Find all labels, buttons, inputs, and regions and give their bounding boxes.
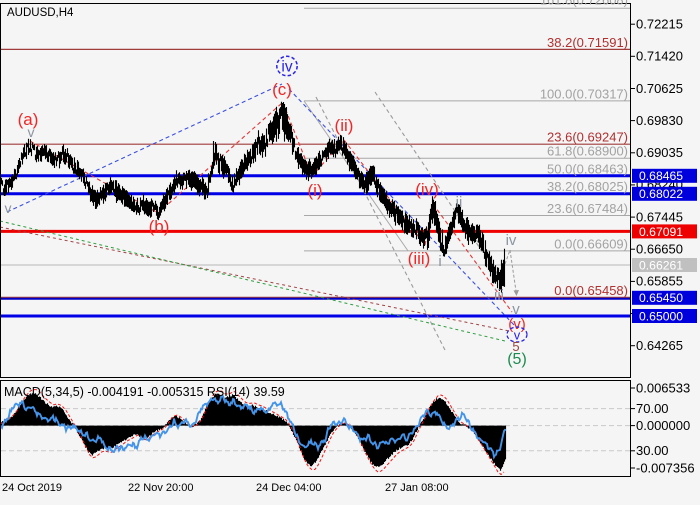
svg-text:(i): (i) [307,181,322,200]
svg-text:MACD(5,34,5) -0.004191 -0.0053: MACD(5,34,5) -0.004191 -0.005315 RSI(14)… [4,385,285,399]
svg-text:v: v [5,200,12,216]
svg-text:v: v [28,124,35,140]
svg-text:61.8(0.68900): 61.8(0.68900) [547,144,628,159]
svg-text:iv: iv [281,59,292,76]
svg-text:v: v [512,301,520,318]
svg-text:23.6(0.69247): 23.6(0.69247) [547,130,628,145]
svg-text:(v): (v) [508,316,526,333]
svg-text:27 Jan 08:00: 27 Jan 08:00 [385,482,449,494]
svg-text:70.00: 70.00 [636,401,669,416]
svg-text:50.0(0.68463): 50.0(0.68463) [547,161,628,176]
svg-text:0.006533: 0.006533 [636,380,690,395]
svg-text:(5): (5) [507,351,527,368]
svg-text:0.000000: 0.000000 [636,418,690,433]
svg-text:(iv): (iv) [415,180,439,199]
svg-text:0.67445: 0.67445 [636,209,683,224]
svg-text:24 Dec 04:00: 24 Dec 04:00 [256,482,321,494]
svg-text:0.70625: 0.70625 [636,81,683,96]
svg-text:0.67091: 0.67091 [639,225,683,239]
svg-text:0.65000: 0.65000 [639,309,683,323]
svg-text:22 Nov 20:00: 22 Nov 20:00 [128,482,193,494]
svg-text:(b): (b) [149,217,170,236]
svg-text:38.2(0.68025): 38.2(0.68025) [547,179,628,194]
svg-text:0.68465: 0.68465 [639,169,683,183]
svg-text:0.72215: 0.72215 [636,17,683,32]
svg-text:0.71420: 0.71420 [636,49,683,64]
svg-text:ii: ii [456,194,463,211]
svg-text:24 Oct 2019: 24 Oct 2019 [2,482,62,494]
svg-text:(iii): (iii) [408,249,431,268]
svg-text:5: 5 [512,339,519,354]
svg-text:0.0(0.66609): 0.0(0.66609) [554,236,628,251]
svg-text:AUDUSD,H4: AUDUSD,H4 [7,7,74,19]
svg-text:0.69830: 0.69830 [636,113,683,128]
svg-text:iv: iv [506,232,517,249]
svg-text:0.65450: 0.65450 [639,291,683,305]
svg-text:0.65855: 0.65855 [636,274,683,289]
svg-text:0.66261: 0.66261 [639,258,683,272]
svg-text:iii: iii [494,287,504,304]
svg-text:v: v [514,328,521,343]
svg-text:0.64265: 0.64265 [636,338,683,353]
svg-text:(a): (a) [18,110,39,129]
svg-text:0.68022: 0.68022 [639,187,683,201]
svg-text:(ii): (ii) [335,116,354,135]
svg-text:0.66650: 0.66650 [636,242,683,257]
svg-text:38.2(0.71591): 38.2(0.71591) [547,35,628,50]
svg-text:(c): (c) [272,80,292,99]
svg-text:0.69035: 0.69035 [636,145,683,160]
svg-text:100.0(0.70317): 100.0(0.70317) [540,86,628,101]
svg-text:161.8(0.72608): 161.8(0.72608) [540,0,628,8]
svg-text:i: i [438,253,441,270]
svg-text:23.6(0.67484): 23.6(0.67484) [547,201,628,216]
svg-text:30.00: 30.00 [636,443,669,458]
svg-text:-0.007356: -0.007356 [636,460,695,475]
svg-text:0.0(0.65458): 0.0(0.65458) [554,283,628,298]
